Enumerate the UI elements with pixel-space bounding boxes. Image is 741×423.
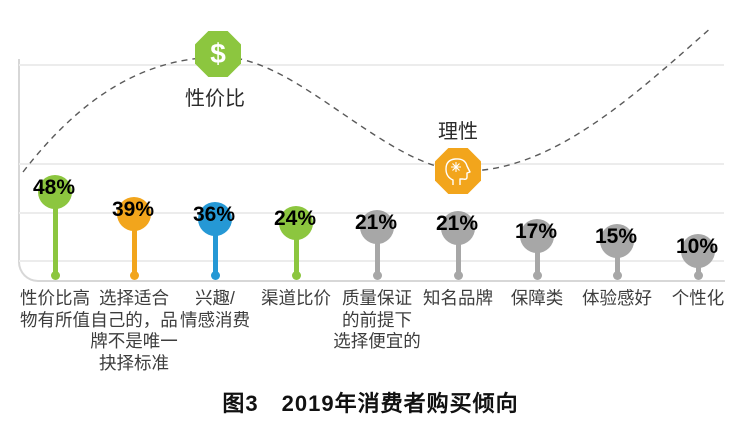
- lollipop-cap: [51, 271, 60, 280]
- lollipop-cap: [292, 271, 301, 280]
- category-label-line: 物有所值: [20, 309, 90, 330]
- value-label: 21%: [354, 211, 398, 234]
- category-label-line: 兴趣/: [195, 288, 235, 308]
- lollipop-cap: [211, 271, 220, 280]
- lollipop-cap: [533, 271, 542, 280]
- lollipop-cap: [130, 271, 139, 280]
- lollipop-cap: [694, 271, 703, 280]
- lollipop-cap: [613, 271, 622, 280]
- dollar-glyph: $: [210, 38, 226, 69]
- gridline: [19, 163, 724, 165]
- category-label-line: 牌不是唯一: [90, 331, 178, 351]
- lollipop-stem: [53, 192, 58, 274]
- category-label: 质量保证 的前提下 选择便宜的: [327, 288, 427, 353]
- category-label: 选择适合 自己的，品 牌不是唯一 抉择标准: [84, 288, 184, 374]
- category-label-line: 质量保证: [342, 288, 412, 308]
- category-label-line: 的前提下: [342, 309, 412, 330]
- lollipop-stem: [213, 219, 218, 274]
- lollipop-marker: [198, 202, 232, 236]
- lollipop-marker: [600, 224, 634, 258]
- lollipop-marker: [38, 175, 72, 209]
- value-label: 17%: [514, 220, 558, 243]
- head-with-gear-icon: [435, 148, 481, 194]
- category-label-line: 选择便宜的: [333, 331, 421, 351]
- category-label-line: 自己的，品: [90, 309, 178, 330]
- lollipop-marker: [441, 211, 475, 245]
- value-label: 10%: [675, 235, 719, 258]
- category-label: 个性化: [648, 288, 741, 310]
- category-label: 保障类: [487, 288, 587, 310]
- category-label-line: 性价比高: [20, 288, 90, 308]
- value-label: 21%: [435, 212, 479, 235]
- lollipop-stem: [294, 223, 299, 274]
- lollipop-marker: [117, 197, 151, 231]
- category-label-line: 渠道比价: [261, 288, 331, 308]
- lollipop-marker: [279, 206, 313, 240]
- gridline: [19, 260, 724, 262]
- value-label: 24%: [273, 207, 317, 230]
- category-label: 兴趣/情感消费: [165, 288, 265, 331]
- lollipop-marker: [360, 210, 394, 244]
- lollipop-marker: [520, 219, 554, 253]
- value-label: 15%: [594, 225, 638, 248]
- category-label: 性价比高 物有所值: [5, 288, 105, 331]
- category-label-line: 个性化: [671, 288, 725, 308]
- category-label-line: 选择适合: [99, 288, 169, 308]
- dollar-icon: $: [195, 31, 241, 77]
- plot-area: [18, 59, 725, 282]
- lollipop-marker: [681, 234, 715, 268]
- lollipop-stem: [535, 236, 540, 274]
- category-label: 体验感好: [567, 288, 667, 310]
- gridline: [19, 64, 724, 66]
- value-label: 39%: [111, 198, 155, 221]
- lollipop-cap: [454, 271, 463, 280]
- value-label: 36%: [192, 203, 236, 226]
- category-label-line: 情感消费: [180, 309, 250, 330]
- lollipop-stem: [375, 227, 380, 274]
- category-label-line: 知名品牌: [423, 288, 493, 308]
- lollipop-stem: [456, 228, 461, 274]
- lollipop-cap: [373, 271, 382, 280]
- category-label-line: 抉择标准: [99, 352, 169, 373]
- peak-annotation-label: 性价比: [185, 88, 245, 110]
- trough-annotation-label: 理性: [438, 121, 478, 143]
- category-label-line: 保障类: [510, 288, 564, 308]
- category-label: 渠道比价: [246, 288, 346, 310]
- category-label-line: 体验感好: [582, 288, 652, 308]
- lollipop-stem: [132, 214, 137, 274]
- category-label: 知名品牌: [408, 288, 508, 310]
- value-label: 48%: [32, 176, 76, 199]
- figure-caption: 图3 2019年消费者购买倾向: [222, 391, 519, 416]
